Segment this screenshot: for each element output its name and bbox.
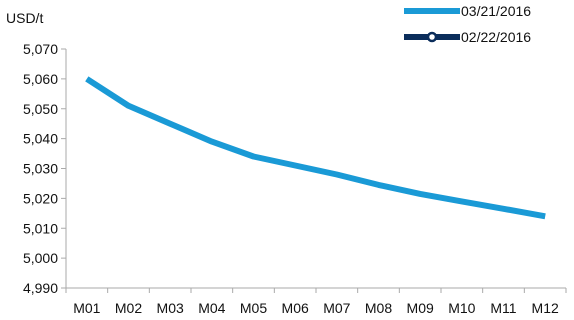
legend-label: 03/21/2016 xyxy=(461,3,531,19)
x-tick-label: M11 xyxy=(490,300,516,316)
x-tick-label: M10 xyxy=(448,300,475,316)
data-point xyxy=(251,154,257,160)
series-layer xyxy=(84,76,548,220)
data-point xyxy=(209,139,215,145)
legend: 03/21/2016 02/22/2016 xyxy=(404,3,531,45)
y-axis-unit-label: USD/t xyxy=(6,10,43,26)
data-point xyxy=(542,213,548,219)
data-point xyxy=(417,191,423,197)
x-tick-label: M01 xyxy=(73,300,100,316)
series-line xyxy=(85,76,546,220)
data-point xyxy=(84,76,90,82)
x-tick-label: M12 xyxy=(532,300,559,316)
x-tick-label: M04 xyxy=(198,300,225,316)
y-tick-label: 5,030 xyxy=(23,161,58,177)
y-tick-label: 5,040 xyxy=(23,131,58,147)
data-point xyxy=(376,182,382,188)
y-tick-label: 5,020 xyxy=(23,190,58,206)
y-tick-label: 4,990 xyxy=(23,280,58,296)
legend-label: 02/22/2016 xyxy=(461,29,531,45)
y-tick-label: 5,060 xyxy=(23,71,58,87)
data-point xyxy=(501,206,507,212)
x-tick-label: M02 xyxy=(115,300,142,316)
y-tick-label: 5,000 xyxy=(23,250,58,266)
data-point xyxy=(292,163,298,169)
y-tick-label: 5,050 xyxy=(23,101,58,117)
y-tick-label: 5,010 xyxy=(23,220,58,236)
x-tick-label: M07 xyxy=(323,300,350,316)
x-tick-label: M08 xyxy=(365,300,392,316)
x-tick-label: M09 xyxy=(407,300,434,316)
x-tick-label: M05 xyxy=(240,300,267,316)
data-point xyxy=(459,198,465,204)
y-axis: 4,990 5,000 5,010 5,020 5,030 5,040 5,050 5,060… xyxy=(23,41,67,296)
data-point xyxy=(126,103,132,109)
data-point xyxy=(334,171,340,177)
x-tick-label: M06 xyxy=(282,300,309,316)
legend-marker-icon xyxy=(426,31,438,43)
x-axis: M01 M02 M03 M04 M05 M06 M07 M08 M09 M10 M11 M12 xyxy=(65,287,567,316)
x-tick-label: M03 xyxy=(157,300,184,316)
y-tick-label: 5,070 xyxy=(23,41,58,57)
data-point xyxy=(167,121,173,127)
